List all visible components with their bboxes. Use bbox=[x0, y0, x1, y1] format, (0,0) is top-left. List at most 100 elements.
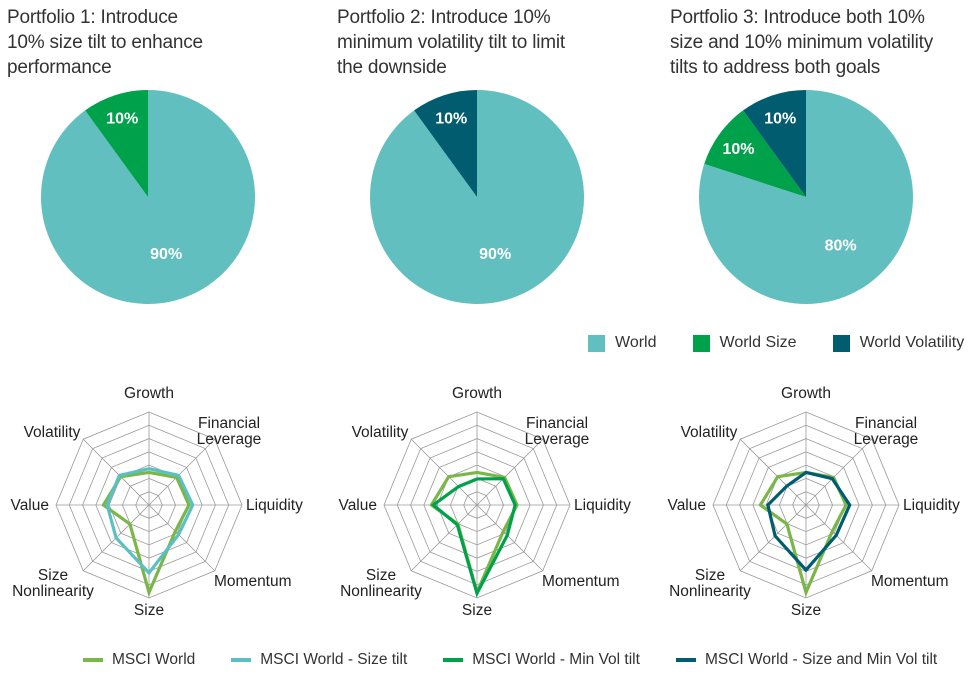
radar-1-axis-label-momentum: Momentum bbox=[214, 573, 292, 590]
pie-2-slice-world-volatility bbox=[414, 90, 477, 197]
radar-2-spoke-financial-leverage bbox=[476, 438, 544, 506]
axis-label-line: Financial bbox=[526, 415, 588, 432]
radar-2-spoke-volatility bbox=[410, 438, 478, 506]
radar-3-axis-label-liquidity: Liquidity bbox=[903, 497, 960, 514]
axis-label-line: Growth bbox=[781, 385, 831, 402]
legend-label: MSCI World - Size and Min Vol tilt bbox=[704, 651, 938, 668]
pie-3-label-world-size: 10% bbox=[722, 141, 754, 158]
axis-label-line: Size bbox=[134, 602, 164, 619]
radar-1-axis-label-value: Value bbox=[11, 497, 50, 514]
axis-label-line: Nonlinearity bbox=[12, 583, 94, 600]
axis-label-line: Liquidity bbox=[574, 497, 631, 514]
axis-label-line: Value bbox=[668, 497, 707, 514]
radar-2-series-msci-world bbox=[429, 470, 519, 598]
radar-3-axis-label-growth: Growth bbox=[781, 385, 831, 402]
axis-label-line: Size bbox=[462, 602, 492, 619]
portfolio-3-title: Portfolio 3: Introduce both 10% size and… bbox=[670, 7, 934, 78]
axis-label-line: Leverage bbox=[854, 431, 919, 448]
radar-1-spoke-volatility bbox=[82, 438, 150, 506]
radar-3-axis-label-financial-leverage: Financial Leverage bbox=[854, 415, 919, 448]
portfolio-1-title: Portfolio 1: Introduce 10% size tilt to … bbox=[7, 7, 203, 78]
legend-label: MSCI World bbox=[112, 651, 196, 668]
radar-1-axis-label-financial-leverage: Financial Leverage bbox=[197, 415, 262, 448]
radar-1-axis-label-size: Size bbox=[134, 602, 164, 619]
radar-legend-item-size-tilt: MSCI World - Size tilt bbox=[231, 651, 407, 669]
radar-2-axis-label-financial-leverage: Financial Leverage bbox=[525, 415, 590, 448]
pie-3-slice-world-volatility bbox=[743, 90, 806, 197]
pie-1-slice-world bbox=[40, 90, 255, 304]
pie-3-slice-world-size bbox=[704, 110, 806, 197]
axis-label-line: Size bbox=[38, 567, 68, 584]
legend-line bbox=[231, 658, 252, 662]
radar-3-spoke-momentum bbox=[805, 504, 873, 572]
radar-1-axis-label-growth: Growth bbox=[124, 385, 174, 402]
axis-label-line: Momentum bbox=[542, 573, 620, 590]
axis-label-line: Leverage bbox=[197, 431, 262, 448]
radar-2-axis-label-size: Size bbox=[462, 602, 492, 619]
legend-line bbox=[83, 658, 103, 662]
radar-3-axis-label-value: Value bbox=[668, 497, 707, 514]
pie-2-label-world-volatility: 10% bbox=[435, 111, 467, 128]
axis-label-line: Size bbox=[366, 567, 396, 584]
radar-legend-item-msci-world: MSCI World bbox=[83, 651, 195, 669]
pie-2-slice-world bbox=[369, 90, 584, 305]
radar-2-spoke-size-nonlinearity bbox=[410, 504, 478, 572]
axis-label-line: Momentum bbox=[871, 573, 949, 590]
legend-label: MSCI World - Size tilt bbox=[260, 651, 408, 668]
axis-label-line: Liquidity bbox=[246, 497, 303, 514]
pie-2-label-world: 90% bbox=[479, 246, 511, 263]
radar-legend: MSCI World MSCI World - Size tilt MSCI W… bbox=[83, 651, 937, 669]
legend-swatch bbox=[588, 334, 605, 352]
radar-1-axis-label-volatility: Volatility bbox=[24, 424, 81, 441]
axis-label-line: Momentum bbox=[214, 573, 292, 590]
radar-2-series-msci-world-min-vol-tilt bbox=[430, 477, 517, 598]
radar-3-axis-label-volatility: Volatility bbox=[681, 424, 738, 441]
axis-label-line: Nonlinearity bbox=[669, 583, 751, 600]
radar-2-axis-label-growth: Growth bbox=[452, 385, 502, 402]
legend-swatch bbox=[832, 334, 850, 352]
radar-legend-item-min-vol-tilt: MSCI World - Min Vol tilt bbox=[443, 651, 640, 669]
axis-label-line: Leverage bbox=[525, 431, 590, 448]
pie-legend: World World Size World Volatility bbox=[588, 334, 964, 352]
radar-2-axis-label-value: Value bbox=[339, 497, 378, 514]
axis-label-line: Financial bbox=[855, 415, 917, 432]
pie-1-slice-world-size bbox=[85, 90, 148, 197]
axis-label-line: Nonlinearity bbox=[340, 583, 422, 600]
axis-label-line: Liquidity bbox=[903, 497, 960, 514]
pie-3-label-world: 80% bbox=[825, 238, 857, 255]
axis-label-line: Value bbox=[339, 497, 378, 514]
radar-1-spoke-financial-leverage bbox=[148, 438, 216, 506]
legend-label: MSCI World - Min Vol tilt bbox=[472, 651, 640, 668]
axis-label-line: Growth bbox=[452, 385, 502, 402]
radar-3-axis-label-size-nonlinearity: Size Nonlinearity bbox=[669, 567, 751, 600]
radar-1-series-msci-world-size-tilt bbox=[105, 467, 195, 576]
radar-1-axis-label-liquidity: Liquidity bbox=[246, 497, 303, 514]
radar-2-spoke-momentum bbox=[476, 504, 544, 572]
pie-legend-item-world: World bbox=[588, 334, 657, 352]
radar-legend-item-size-and-min-vol-tilt: MSCI World - Size and Min Vol tilt bbox=[675, 651, 938, 669]
axis-label-line: Volatility bbox=[681, 424, 738, 441]
radar-2-axis-label-momentum: Momentum bbox=[542, 573, 620, 590]
pie-legend-item-world-volatility: World Volatility bbox=[832, 334, 965, 352]
pie-3-label-world-volatility: 10% bbox=[764, 111, 796, 128]
radar-3-spoke-volatility bbox=[739, 438, 807, 506]
pie-1-label-world: 90% bbox=[150, 246, 182, 263]
radar-2-axis-label-liquidity: Liquidity bbox=[574, 497, 631, 514]
legend-label: World Volatility bbox=[859, 334, 965, 351]
radar-2-axis-label-volatility: Volatility bbox=[352, 424, 409, 441]
legend-swatch bbox=[692, 334, 710, 352]
radar-3-spoke-size-nonlinearity bbox=[739, 504, 807, 572]
radar-1-axis-label-size-nonlinearity: Size Nonlinearity bbox=[12, 567, 94, 600]
axis-label-line: Value bbox=[11, 497, 50, 514]
axis-label-line: Growth bbox=[124, 385, 174, 402]
axis-label-line: Volatility bbox=[352, 424, 409, 441]
axis-label-line: Size bbox=[791, 602, 821, 619]
radar-1-spoke-momentum bbox=[148, 504, 216, 572]
axis-label-line: Financial bbox=[198, 415, 260, 432]
radar-3-axis-label-size: Size bbox=[791, 602, 821, 619]
axis-label-line: Size bbox=[695, 567, 725, 584]
legend-line bbox=[675, 658, 696, 662]
pie-legend-item-world-size: World Size bbox=[692, 334, 797, 352]
legend-label: World bbox=[615, 334, 657, 351]
